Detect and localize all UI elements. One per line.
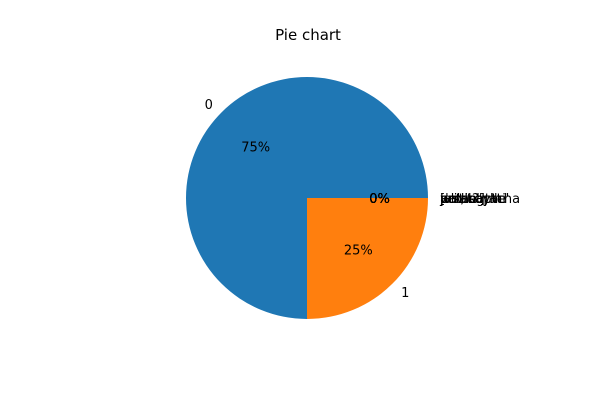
slice-percent-7: 0% — [369, 192, 390, 207]
pie-slice-1 — [307, 198, 428, 319]
slice-label-1: 1 — [401, 286, 409, 301]
slice-label-7: what?"the — [440, 192, 506, 207]
slice-label-5: just say'hi' — [439, 192, 509, 207]
chart-title: Pie chart — [275, 26, 341, 44]
slice-label-3: acrecaptcha — [440, 192, 520, 207]
slice-percent-5: 0% — [369, 192, 390, 207]
slice-label-0: 0 — [205, 98, 213, 113]
slice-percent-4: 0% — [369, 192, 390, 207]
slice-label-2: ['a','b'] — [440, 192, 485, 207]
pie-slices — [186, 77, 428, 319]
slice-percent-6: 0% — [369, 192, 390, 207]
slice-percent-3: 0% — [369, 192, 390, 207]
slice-label-4: ja the — [439, 192, 477, 207]
slice-percent-1: 25% — [344, 243, 373, 258]
slice-label-6: pricing at — [440, 192, 502, 207]
slice-percent-0: 75% — [241, 141, 270, 156]
slice-percent-2: 0% — [369, 192, 390, 207]
